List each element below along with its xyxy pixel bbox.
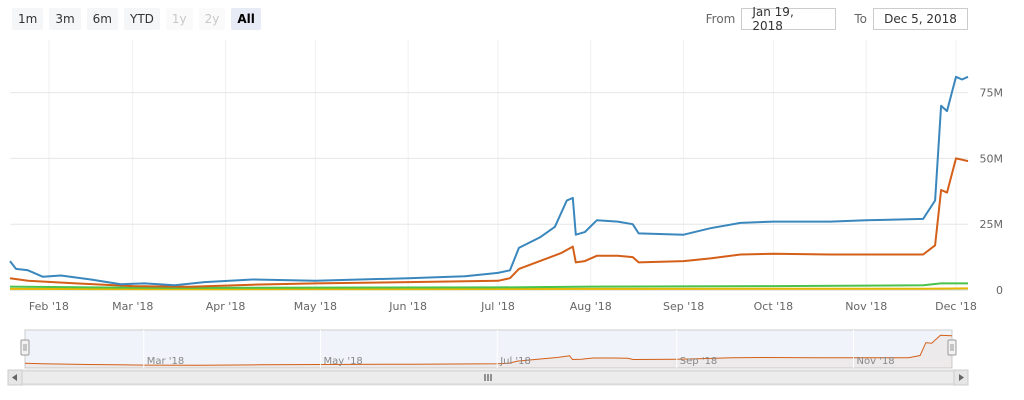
series-line-0 (9, 75, 969, 287)
navigator-tick-label: May '18 (323, 356, 362, 367)
navigator-handle-left[interactable] (20, 339, 30, 356)
x-tick-label: Oct '18 (754, 300, 794, 313)
range-button-6m[interactable]: 6m (86, 8, 118, 30)
to-date-input[interactable]: Dec 5, 2018 (873, 8, 968, 30)
navigator-tick-label: Mar '18 (147, 356, 185, 367)
y-tick-label: 0 (996, 284, 1003, 297)
series-line-1 (9, 157, 969, 288)
range-button-1y: 1y (165, 8, 193, 30)
y-tick-label: 50M (980, 152, 1004, 165)
range-button-3m[interactable]: 3m (49, 8, 81, 30)
y-tick-label: 25M (980, 218, 1004, 231)
range-button-1m[interactable]: 1m (12, 8, 44, 30)
series-line-3 (9, 287, 969, 291)
navigator-area (25, 335, 952, 368)
navigator-tick-label: Sep '18 (680, 356, 718, 367)
x-tick-label: Mar '18 (112, 300, 153, 313)
x-tick-label: Jul '18 (480, 300, 515, 313)
chevron-left-icon (12, 374, 17, 381)
navigator-tick-label: Jul '18 (499, 356, 531, 367)
series-line-2 (9, 282, 968, 289)
from-label: From (705, 12, 736, 26)
x-tick-label: Jun '18 (388, 300, 427, 313)
range-selector: 1m 3m 6m YTD 1y 2y All (12, 8, 261, 30)
x-tick-label: Aug '18 (570, 300, 612, 313)
from-date-input[interactable]: Jan 19, 2018 (741, 5, 837, 33)
x-tick-label: May '18 (294, 300, 337, 313)
chevron-right-icon (959, 374, 964, 381)
date-range-inputs: From Jan 19, 2018 To Dec 5, 2018 (705, 5, 968, 33)
x-tick-label: Apr '18 (206, 300, 246, 313)
range-button-ytd[interactable]: YTD (123, 8, 160, 30)
navigator-tick-label: Nov '18 (857, 356, 895, 367)
range-button-2y: 2y (198, 8, 226, 30)
y-tick-label: 75M (980, 87, 1004, 100)
navigator-handle-right[interactable] (947, 339, 957, 356)
x-tick-label: Dec '18 (935, 300, 977, 313)
to-label: To (854, 12, 867, 26)
x-tick-label: Feb '18 (29, 300, 69, 313)
x-tick-label: Nov '18 (845, 300, 887, 313)
x-tick-label: Sep '18 (663, 300, 704, 313)
range-button-all[interactable]: All (231, 8, 261, 30)
navigator-series-line (24, 334, 953, 366)
